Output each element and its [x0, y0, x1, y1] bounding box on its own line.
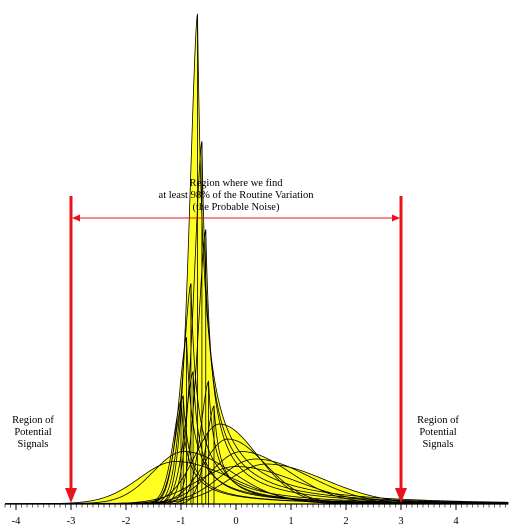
- left-signal-annotation: Region of Potential Signals: [12, 415, 54, 450]
- tick-label-4: 4: [453, 516, 459, 527]
- right-signal-annotation: Region of Potential Signals: [417, 415, 459, 450]
- right-annotation-line1: Region of: [417, 415, 459, 426]
- tick-label-2: 2: [343, 516, 348, 527]
- center-annotation-line2: at least 98% of the Routine Variation: [159, 190, 315, 201]
- x-axis: -4 -3 -2 -1 0 1 2 3 4: [4, 503, 509, 527]
- tick-label-3: 3: [398, 516, 403, 527]
- center-annotation-line1: Region where we find: [189, 178, 283, 189]
- right-annotation-line3: Signals: [423, 439, 454, 450]
- curve-fill-18: [5, 466, 509, 504]
- range-arrow-left-head: [72, 214, 80, 222]
- limit-markers: [65, 196, 407, 503]
- lower-limit-arrowhead: [65, 488, 77, 503]
- left-annotation-line3: Signals: [18, 439, 49, 450]
- tick-label-neg1: -1: [177, 516, 186, 527]
- tick-label-neg3: -3: [67, 516, 76, 527]
- upper-limit-arrowhead: [395, 488, 407, 503]
- right-annotation-line2: Potential: [419, 427, 456, 438]
- tick-label-1: 1: [288, 516, 293, 527]
- left-annotation-line2: Potential: [14, 427, 51, 438]
- tick-label-neg4: -4: [12, 516, 21, 527]
- tick-label-0: 0: [233, 516, 238, 527]
- noise-region-annotation: Region where we find at least 98% of the…: [159, 178, 315, 213]
- tick-label-neg2: -2: [122, 516, 131, 527]
- left-annotation-line1: Region of: [12, 415, 54, 426]
- center-annotation-line3: (the Probable Noise): [193, 202, 280, 213]
- range-arrow-right-head: [392, 214, 400, 222]
